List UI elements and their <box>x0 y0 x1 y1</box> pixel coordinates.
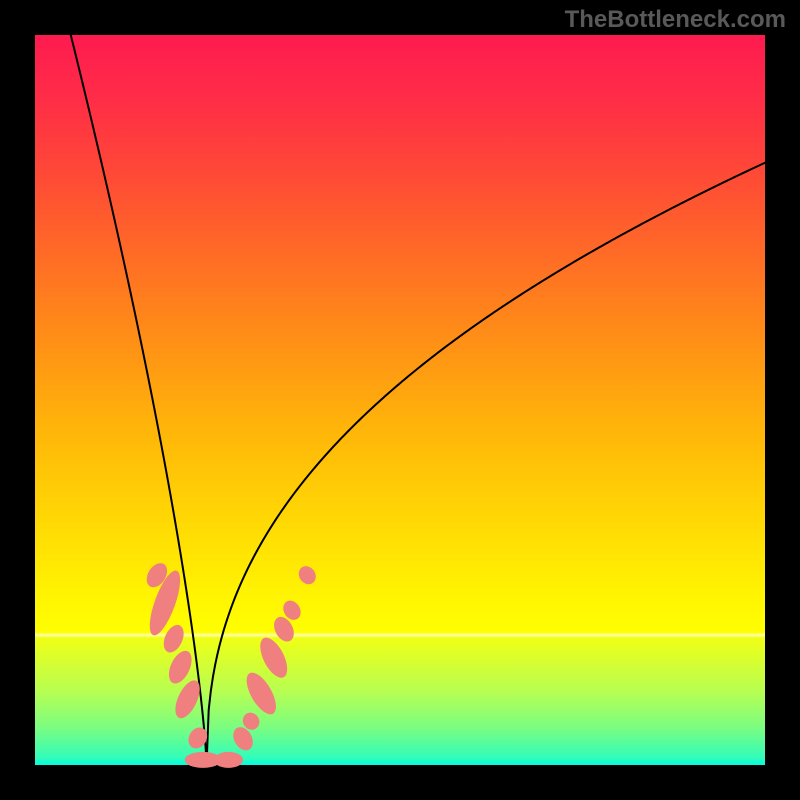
chart-container: TheBottleneck.com <box>0 0 800 800</box>
watermark-text: TheBottleneck.com <box>565 6 786 34</box>
bottleneck-curve-chart <box>0 0 800 800</box>
plot-background <box>35 35 765 765</box>
data-marker <box>214 752 243 768</box>
